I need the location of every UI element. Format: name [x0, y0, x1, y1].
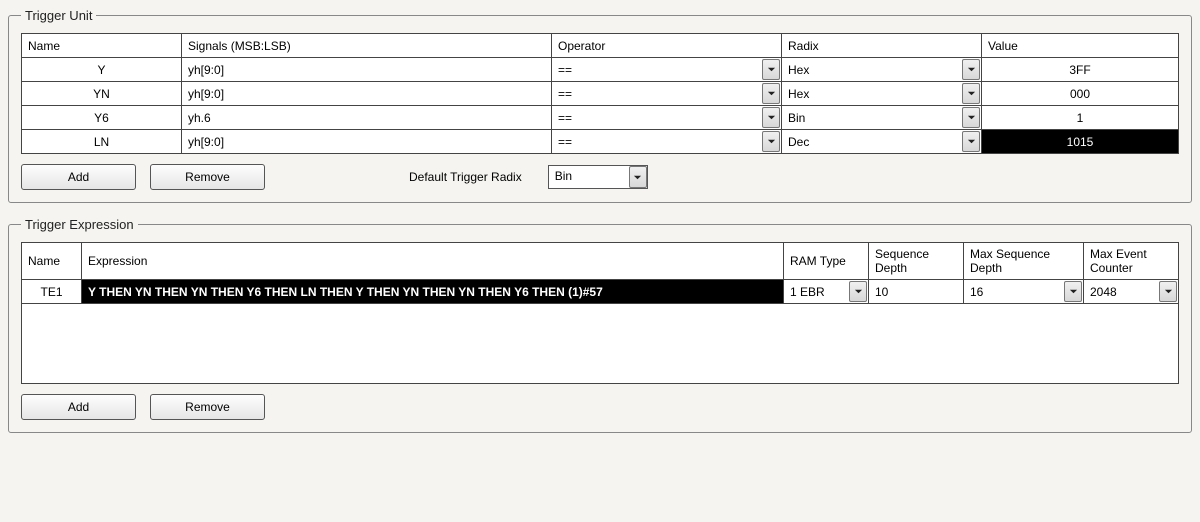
tu-add-button[interactable]: Add — [21, 164, 136, 190]
te-name-cell[interactable]: TE1 — [22, 280, 82, 304]
te-maxseq-cell[interactable]: 16 — [964, 280, 1084, 304]
table-row[interactable]: LNyh[9:0]==Dec1015 — [22, 130, 1179, 154]
tu-button-row: Add Remove Default Trigger Radix Bin — [21, 164, 1179, 190]
tu-header-operator: Operator — [552, 34, 782, 58]
default-radix-label: Default Trigger Radix — [409, 170, 522, 184]
chevron-down-icon[interactable] — [1064, 281, 1082, 302]
tu-signals-cell[interactable]: yh.6 — [182, 106, 552, 130]
chevron-down-icon[interactable] — [762, 107, 780, 128]
te-header-maxseq: Max Sequence Depth — [964, 243, 1084, 280]
te-header-seq: Sequence Depth — [869, 243, 964, 280]
chevron-down-icon[interactable] — [762, 131, 780, 152]
chevron-down-icon[interactable] — [962, 59, 980, 80]
te-maxevt-cell[interactable]: 2048 — [1084, 280, 1179, 304]
trigger-unit-legend: Trigger Unit — [21, 8, 96, 23]
table-row[interactable]: Y6yh.6==Bin1 — [22, 106, 1179, 130]
trigger-expression-table: Name Expression RAM Type Sequence Depth … — [21, 242, 1179, 384]
te-add-button[interactable]: Add — [21, 394, 136, 420]
tu-radix-cell[interactable]: Hex — [782, 58, 982, 82]
tu-name-cell[interactable]: LN — [22, 130, 182, 154]
tu-value-cell[interactable]: 1015 — [982, 130, 1179, 154]
tu-operator-cell[interactable]: == — [552, 82, 782, 106]
tu-value-cell[interactable]: 000 — [982, 82, 1179, 106]
tu-name-cell[interactable]: Y — [22, 58, 182, 82]
tu-value-cell[interactable]: 3FF — [982, 58, 1179, 82]
chevron-down-icon[interactable] — [962, 83, 980, 104]
trigger-expression-legend: Trigger Expression — [21, 217, 138, 232]
chevron-down-icon[interactable] — [1159, 281, 1177, 302]
tu-header-signals: Signals (MSB:LSB) — [182, 34, 552, 58]
te-button-row: Add Remove — [21, 394, 1179, 420]
table-row[interactable]: TE1Y THEN YN THEN YN THEN Y6 THEN LN THE… — [22, 280, 1179, 304]
tu-operator-cell[interactable]: == — [552, 106, 782, 130]
te-header-expression: Expression — [82, 243, 784, 280]
tu-name-cell[interactable]: YN — [22, 82, 182, 106]
chevron-down-icon[interactable] — [629, 166, 647, 188]
tu-header-name: Name — [22, 34, 182, 58]
tu-radix-cell[interactable]: Hex — [782, 82, 982, 106]
table-row[interactable]: YNyh[9:0]==Hex000 — [22, 82, 1179, 106]
table-row[interactable]: Yyh[9:0]==Hex3FF — [22, 58, 1179, 82]
te-expression-cell[interactable]: Y THEN YN THEN YN THEN Y6 THEN LN THEN Y… — [82, 280, 784, 304]
chevron-down-icon[interactable] — [762, 83, 780, 104]
default-radix-select[interactable]: Bin — [548, 165, 648, 189]
tu-signals-cell[interactable]: yh[9:0] — [182, 130, 552, 154]
te-header-ram: RAM Type — [784, 243, 869, 280]
tu-radix-cell[interactable]: Dec — [782, 130, 982, 154]
te-empty-area — [22, 304, 1179, 384]
tu-radix-cell[interactable]: Bin — [782, 106, 982, 130]
tu-signals-cell[interactable]: yh[9:0] — [182, 58, 552, 82]
chevron-down-icon[interactable] — [762, 59, 780, 80]
trigger-unit-group: Trigger Unit Name Signals (MSB:LSB) Oper… — [8, 8, 1192, 203]
tu-header-radix: Radix — [782, 34, 982, 58]
tu-remove-button[interactable]: Remove — [150, 164, 265, 190]
chevron-down-icon[interactable] — [849, 281, 867, 302]
tu-value-cell[interactable]: 1 — [982, 106, 1179, 130]
te-header-maxevt: Max Event Counter — [1084, 243, 1179, 280]
trigger-expression-group: Trigger Expression Name Expression RAM T… — [8, 217, 1192, 433]
te-header-name: Name — [22, 243, 82, 280]
te-remove-button[interactable]: Remove — [150, 394, 265, 420]
chevron-down-icon[interactable] — [962, 107, 980, 128]
trigger-unit-table: Name Signals (MSB:LSB) Operator Radix Va… — [21, 33, 1179, 154]
tu-name-cell[interactable]: Y6 — [22, 106, 182, 130]
tu-signals-cell[interactable]: yh[9:0] — [182, 82, 552, 106]
tu-operator-cell[interactable]: == — [552, 130, 782, 154]
chevron-down-icon[interactable] — [962, 131, 980, 152]
tu-operator-cell[interactable]: == — [552, 58, 782, 82]
te-ram-cell[interactable]: 1 EBR — [784, 280, 869, 304]
tu-header-value: Value — [982, 34, 1179, 58]
te-seq-cell[interactable]: 10 — [869, 280, 964, 304]
default-radix-value: Bin — [555, 169, 572, 183]
